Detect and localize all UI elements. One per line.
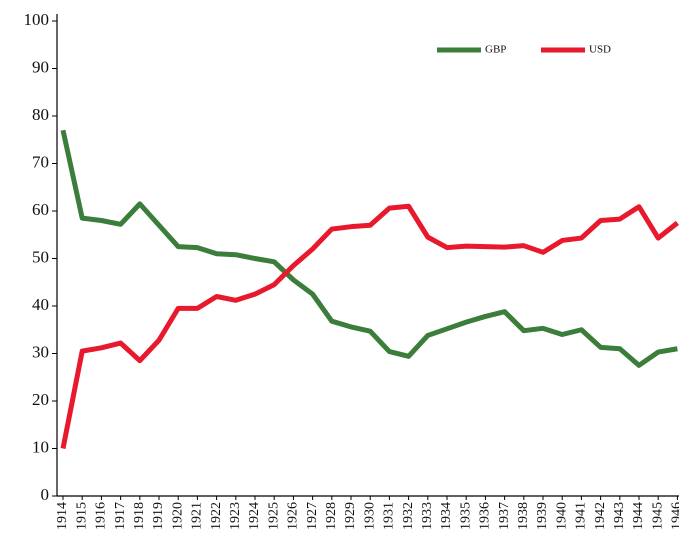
x-tick-label: 1935 bbox=[458, 502, 473, 530]
x-tick-label: 1932 bbox=[401, 502, 416, 530]
legend-label: USD bbox=[589, 44, 611, 56]
x-tick-label: 1928 bbox=[324, 502, 339, 530]
x-tick-label: 1919 bbox=[151, 502, 166, 530]
x-tick-label: 1924 bbox=[247, 502, 262, 530]
y-tick-label: 0 bbox=[41, 485, 50, 504]
x-tick-label: 1923 bbox=[228, 502, 243, 530]
y-tick-label: 40 bbox=[32, 295, 49, 314]
x-tick-label: 1914 bbox=[55, 502, 70, 530]
data-line bbox=[60, 129, 678, 368]
x-tick-label: 1945 bbox=[650, 502, 665, 530]
x-tick-label: 1942 bbox=[593, 502, 608, 530]
x-tick-label: 1917 bbox=[113, 502, 128, 530]
x-tick-label: 1939 bbox=[535, 502, 550, 530]
x-tick-label: 1921 bbox=[190, 502, 205, 530]
x-tick-label: 1929 bbox=[343, 502, 358, 530]
x-tick-label: 1940 bbox=[554, 502, 569, 530]
y-tick-label: 20 bbox=[32, 390, 49, 409]
y-tick-label: 30 bbox=[32, 342, 49, 361]
x-tick-label: 1918 bbox=[132, 502, 147, 530]
x-tick-label: 1933 bbox=[420, 502, 435, 530]
x-tick-label: 1941 bbox=[574, 502, 589, 530]
x-tick-label: 1920 bbox=[170, 502, 185, 530]
legend-label: GBP bbox=[485, 44, 506, 56]
x-tick-label: 1937 bbox=[497, 502, 512, 530]
x-tick-label: 1938 bbox=[516, 502, 531, 530]
x-tick-label: 1943 bbox=[612, 502, 627, 530]
data-line bbox=[60, 203, 679, 449]
x-tick-label: 1944 bbox=[631, 502, 646, 530]
x-tick-label: 1916 bbox=[94, 502, 109, 530]
x-tick-label: 1931 bbox=[382, 502, 397, 530]
x-tick-label: 1934 bbox=[439, 502, 454, 530]
x-tick-label: 1927 bbox=[305, 502, 320, 530]
y-tick-label: 70 bbox=[32, 152, 49, 171]
x-tick-label: 1930 bbox=[362, 502, 377, 530]
y-tick-label: 60 bbox=[32, 200, 49, 219]
x-tick-label: 1946 bbox=[670, 502, 679, 530]
x-tick-label: 1922 bbox=[209, 502, 224, 530]
y-tick-label: 10 bbox=[32, 437, 49, 456]
y-tick-label: 90 bbox=[32, 57, 49, 76]
x-tick-label: 1915 bbox=[74, 502, 89, 530]
y-tick-label: 50 bbox=[32, 247, 49, 266]
x-tick-label: 1926 bbox=[286, 502, 301, 530]
y-tick-label: 100 bbox=[24, 10, 50, 29]
x-tick-label: 1925 bbox=[266, 502, 281, 530]
x-tick-label: 1936 bbox=[478, 502, 493, 530]
y-tick-label: 80 bbox=[32, 105, 49, 124]
